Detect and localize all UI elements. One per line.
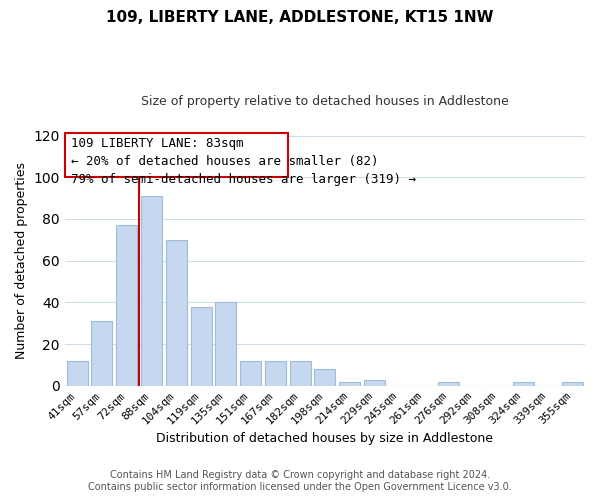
Bar [512, 382, 533, 386]
Bar [562, 382, 583, 386]
Text: 109 LIBERTY LANE: 83sqm
← 20% of detached houses are smaller (82)
79% of semi-de: 109 LIBERTY LANE: 83sqm ← 20% of detache… [71, 137, 416, 186]
Bar [191, 306, 212, 386]
Text: Contains HM Land Registry data © Crown copyright and database right 2024.: Contains HM Land Registry data © Crown c… [110, 470, 490, 480]
Bar [91, 321, 112, 386]
Bar [290, 361, 311, 386]
Text: 109, LIBERTY LANE, ADDLESTONE, KT15 1NW: 109, LIBERTY LANE, ADDLESTONE, KT15 1NW [106, 10, 494, 25]
Bar [141, 196, 162, 386]
Bar [438, 382, 459, 386]
Bar [265, 361, 286, 386]
Bar [240, 361, 261, 386]
Bar [215, 302, 236, 386]
Bar [116, 226, 137, 386]
Bar [339, 382, 360, 386]
X-axis label: Distribution of detached houses by size in Addlestone: Distribution of detached houses by size … [157, 432, 493, 445]
Title: Size of property relative to detached houses in Addlestone: Size of property relative to detached ho… [141, 95, 509, 108]
Bar [314, 369, 335, 386]
Text: Contains public sector information licensed under the Open Government Licence v3: Contains public sector information licen… [88, 482, 512, 492]
Bar [67, 361, 88, 386]
Bar [364, 380, 385, 386]
Y-axis label: Number of detached properties: Number of detached properties [15, 162, 28, 359]
Bar [166, 240, 187, 386]
